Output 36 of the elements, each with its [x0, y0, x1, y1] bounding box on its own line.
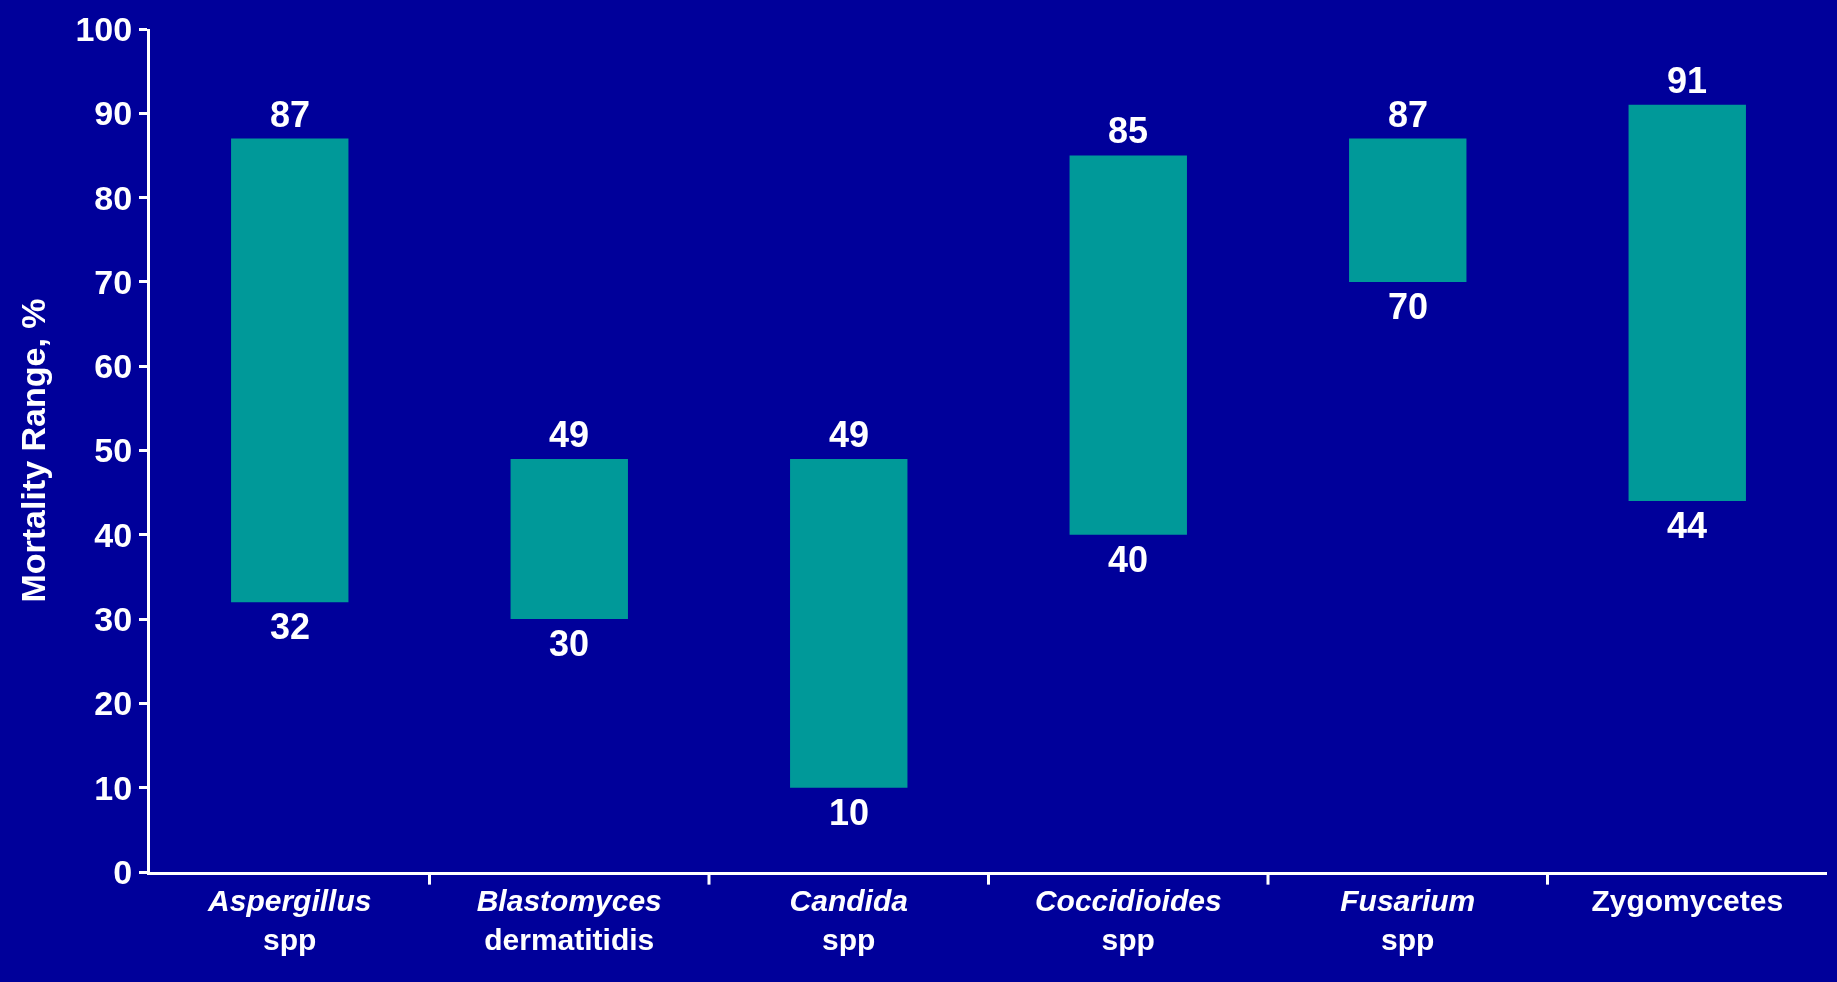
y-axis-title: Mortality Range, %	[14, 298, 53, 603]
y-tick-label: 60	[94, 347, 133, 386]
annotation: 32	[270, 606, 311, 647]
y-tick-label: 40	[94, 515, 133, 554]
bar	[790, 458, 908, 788]
bar	[1069, 155, 1187, 535]
annotation: 30	[549, 623, 590, 664]
annotation: 85	[1108, 110, 1149, 151]
x-tick-label: Aspergillus spp	[207, 884, 372, 956]
annotation: 70	[1388, 286, 1429, 327]
y-tick-label: 0	[113, 852, 133, 891]
annotation: 49	[549, 414, 590, 455]
annotation: 49	[829, 414, 870, 455]
annotation: 87	[1388, 94, 1429, 135]
y-tick-label: 50	[94, 431, 133, 470]
y-tick-label: 100	[75, 9, 133, 48]
y-tick-label: 30	[94, 600, 133, 638]
bar	[510, 458, 628, 620]
x-tick-label: Zygomycetes	[1591, 884, 1784, 917]
y-tick-label: 20	[94, 684, 133, 723]
x-tick-label: Candida spp	[789, 884, 908, 956]
annotation: 40	[1108, 539, 1149, 580]
annotation: 87	[270, 94, 311, 135]
x-tick-label: Coccidioides spp	[1034, 884, 1222, 956]
annotation: 44	[1667, 505, 1708, 546]
bar	[231, 138, 349, 603]
bar	[1628, 104, 1746, 502]
annotation: 10	[829, 792, 870, 833]
bar	[1349, 138, 1467, 282]
y-tick-label: 80	[94, 178, 133, 217]
y-tick-label: 90	[94, 94, 133, 133]
x-tick-label: Fusarium spp	[1340, 884, 1476, 956]
y-tick-label: 70	[94, 262, 133, 301]
y-tick-label: 10	[94, 768, 133, 807]
x-tick-label: Blastomyces dermatitidis	[476, 884, 662, 956]
annotation: 91	[1667, 60, 1708, 101]
